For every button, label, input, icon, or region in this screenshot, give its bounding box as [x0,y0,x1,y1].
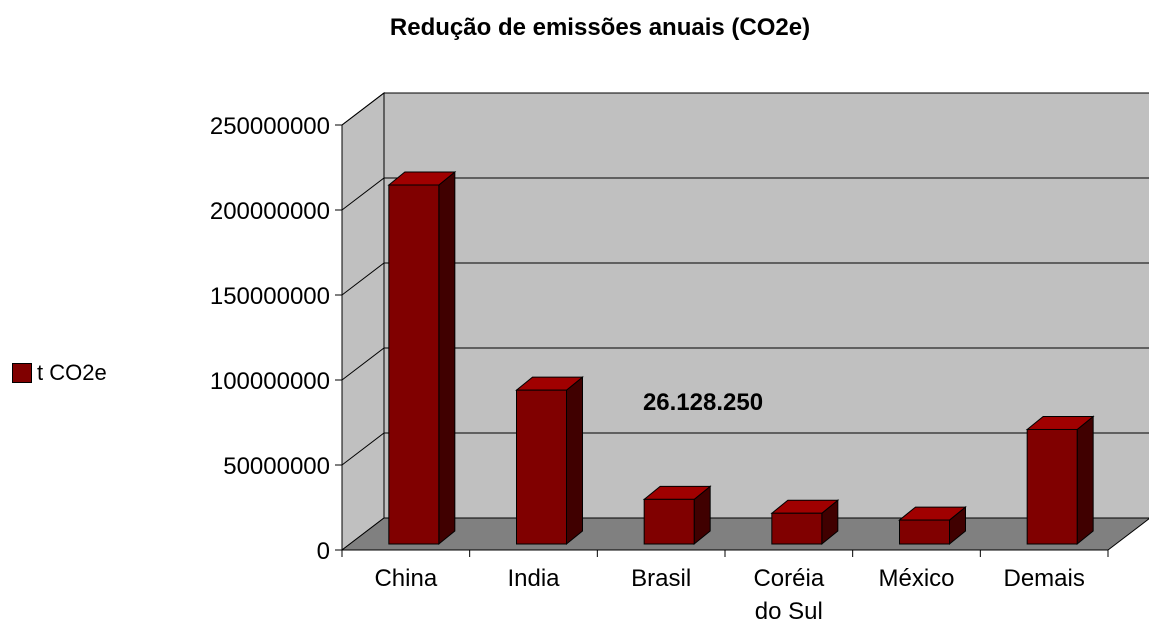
x-tick-label: Brasil [631,565,691,592]
bar-side [438,170,456,546]
legend-swatch [12,363,32,383]
data-label-annotation: 26.128.250 [643,389,763,416]
chart-title: Redução de emissões anuais (CO2e) [389,14,811,41]
x-tick-label: Demais [1003,565,1084,592]
legend: t CO2e [12,360,107,386]
gridline [341,432,1149,466]
bar-side [566,376,583,546]
x-tick-label: México [878,565,954,592]
y-tick-label: 50000000 [223,453,330,480]
bar [643,498,695,545]
y-tick-label: 200000000 [210,198,330,225]
gridline [341,347,1149,381]
gridline [341,177,1149,211]
y-tick-label: 250000000 [210,113,330,140]
bar-side [1076,415,1094,546]
bar [1026,428,1078,545]
bar [516,389,567,545]
legend-label: t CO2e [37,360,107,385]
y-tick-label: 100000000 [210,368,330,395]
x-tick-label: India [507,565,560,592]
side-wall [341,91,385,552]
bar [771,512,823,545]
gridline [341,92,1149,126]
bar [388,184,440,545]
y-tick-label: 0 [317,538,330,565]
x-tick-label: Coréia do Sul [753,565,824,625]
gridline [341,262,1149,296]
bar [899,519,950,545]
y-tick-label: 150000000 [210,283,330,310]
x-tick-label: China [374,565,437,592]
